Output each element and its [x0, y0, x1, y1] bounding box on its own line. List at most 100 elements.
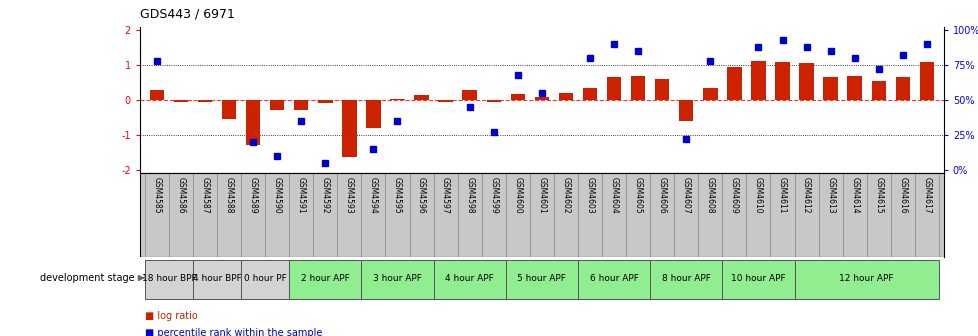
Text: GSM4591: GSM4591	[296, 177, 305, 214]
Bar	[745, 173, 770, 257]
Bar	[630, 76, 645, 100]
Text: GSM4616: GSM4616	[898, 177, 907, 214]
Bar	[577, 173, 601, 257]
Bar	[722, 173, 745, 257]
Bar	[601, 173, 626, 257]
Text: development stage: development stage	[40, 273, 135, 283]
Bar	[145, 260, 193, 299]
Bar	[241, 260, 289, 299]
Bar	[414, 95, 428, 100]
Bar	[366, 100, 380, 128]
Text: 3 hour APF: 3 hour APF	[373, 274, 422, 283]
Bar	[337, 173, 361, 257]
Text: GSM4614: GSM4614	[849, 177, 859, 214]
Bar	[914, 173, 938, 257]
Bar	[697, 173, 722, 257]
Bar	[727, 67, 741, 100]
Text: GSM4600: GSM4600	[512, 177, 522, 214]
Text: GSM4596: GSM4596	[417, 177, 425, 214]
Bar	[870, 81, 885, 100]
Text: GSM4586: GSM4586	[176, 177, 185, 214]
Bar	[289, 260, 361, 299]
Bar	[511, 94, 524, 100]
Bar	[799, 64, 813, 100]
Text: GSM4590: GSM4590	[273, 177, 282, 214]
Text: 6 hour APF: 6 hour APF	[589, 274, 638, 283]
Bar	[750, 61, 765, 100]
Bar	[245, 100, 260, 144]
Text: GSM4589: GSM4589	[248, 177, 257, 214]
Bar	[341, 100, 356, 157]
Bar	[270, 100, 284, 111]
Bar	[679, 100, 692, 121]
Bar	[722, 260, 794, 299]
Bar	[606, 77, 621, 100]
Bar	[582, 88, 597, 100]
Text: 0 hour PF: 0 hour PF	[244, 274, 287, 283]
Text: GSM4615: GSM4615	[873, 177, 882, 214]
Text: GSM4594: GSM4594	[369, 177, 378, 214]
Bar	[462, 90, 476, 100]
Bar	[145, 173, 168, 257]
Bar	[506, 260, 577, 299]
Bar	[193, 173, 217, 257]
Bar	[577, 260, 649, 299]
Text: ■ percentile rank within the sample: ■ percentile rank within the sample	[145, 328, 322, 336]
Text: GSM4612: GSM4612	[801, 177, 810, 214]
Bar	[794, 173, 818, 257]
Text: 2 hour APF: 2 hour APF	[300, 274, 349, 283]
Text: GSM4595: GSM4595	[392, 177, 402, 214]
Bar	[842, 173, 866, 257]
Bar	[702, 88, 717, 100]
Bar	[168, 173, 193, 257]
Bar	[847, 76, 861, 100]
Text: GSM4611: GSM4611	[778, 177, 786, 214]
Text: GSM4613: GSM4613	[825, 177, 834, 214]
Bar	[866, 173, 890, 257]
Text: 8 hour APF: 8 hour APF	[661, 274, 710, 283]
Bar	[318, 100, 333, 103]
Bar	[506, 173, 529, 257]
Bar	[241, 173, 265, 257]
Bar	[770, 173, 794, 257]
Text: GSM4601: GSM4601	[537, 177, 546, 214]
Bar	[385, 173, 409, 257]
Text: GSM4587: GSM4587	[200, 177, 209, 214]
Text: GSM4608: GSM4608	[705, 177, 714, 214]
Text: GSM4607: GSM4607	[681, 177, 690, 214]
Text: GSM4599: GSM4599	[489, 177, 498, 214]
Text: 5 hour APF: 5 hour APF	[517, 274, 565, 283]
Text: GSM4604: GSM4604	[609, 177, 618, 214]
Bar	[918, 62, 933, 100]
Bar	[626, 173, 649, 257]
Text: GSM4597: GSM4597	[441, 177, 450, 214]
Bar	[361, 173, 385, 257]
Text: GSM4610: GSM4610	[753, 177, 762, 214]
Bar	[818, 173, 842, 257]
Bar	[390, 99, 404, 100]
Bar	[794, 260, 938, 299]
Text: 10 hour APF: 10 hour APF	[731, 274, 785, 283]
Bar	[775, 62, 789, 100]
Bar	[150, 89, 164, 100]
Text: GDS443 / 6971: GDS443 / 6971	[140, 7, 235, 20]
Bar	[438, 100, 453, 102]
Bar	[293, 100, 308, 111]
Text: GSM4609: GSM4609	[730, 177, 738, 214]
Text: GSM4598: GSM4598	[465, 177, 473, 214]
Bar	[409, 173, 433, 257]
Text: 12 hour APF: 12 hour APF	[839, 274, 893, 283]
Text: GSM4588: GSM4588	[224, 177, 234, 214]
Bar	[173, 100, 188, 102]
Bar	[649, 260, 722, 299]
Bar	[217, 173, 241, 257]
Bar	[481, 173, 506, 257]
Bar	[361, 260, 433, 299]
Bar	[193, 260, 241, 299]
Text: GSM4617: GSM4617	[921, 177, 930, 214]
Bar	[822, 77, 837, 100]
Bar	[558, 93, 572, 100]
Bar	[433, 173, 457, 257]
Text: GSM4603: GSM4603	[585, 177, 594, 214]
Text: GSM4593: GSM4593	[344, 177, 353, 214]
